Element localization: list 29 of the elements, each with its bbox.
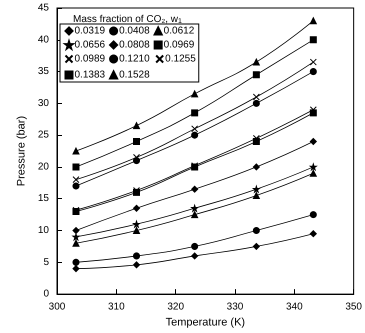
y-tick-label: 0 — [43, 288, 50, 300]
legend-label: 0.1528 — [119, 70, 150, 80]
legend-label: 0.0612 — [164, 26, 195, 36]
legend-label: 0.1210 — [119, 54, 150, 64]
x-tick-label: 330 — [226, 302, 244, 313]
y-tick-label: 45 — [38, 2, 50, 14]
x-axis-title: Temperature (K) — [166, 316, 246, 328]
legend-label: 0.0969 — [164, 40, 195, 50]
y-tick-label: 25 — [38, 130, 50, 141]
legend-label: 0.0989 — [74, 54, 106, 64]
x-tick-label: 310 — [108, 302, 126, 313]
y-tick-label: 40 — [38, 34, 50, 46]
legend-label: 0.1383 — [74, 70, 106, 80]
x-tick-label: 350 — [345, 302, 362, 313]
y-tick-label: 30 — [38, 98, 50, 109]
legend-label: 0.0319 — [74, 26, 106, 36]
legend-label: 0.0408 — [119, 26, 150, 36]
legend-label: 0.0656 — [74, 40, 106, 50]
legend-label: 0.0808 — [119, 40, 150, 50]
y-tick-label: 20 — [38, 161, 50, 172]
y-axis-title: Pressure (bar) — [15, 116, 28, 186]
y-tick-label: 5 — [43, 256, 50, 268]
y-tick-label: 15 — [38, 193, 50, 204]
legend-label: 0.1255 — [165, 54, 196, 64]
x-tick-label: 320 — [167, 302, 184, 313]
x-tick-label: 340 — [286, 302, 304, 313]
y-tick-label: 10 — [38, 225, 50, 236]
x-tick-label: 300 — [48, 302, 66, 313]
y-tick-label: 35 — [38, 66, 50, 78]
